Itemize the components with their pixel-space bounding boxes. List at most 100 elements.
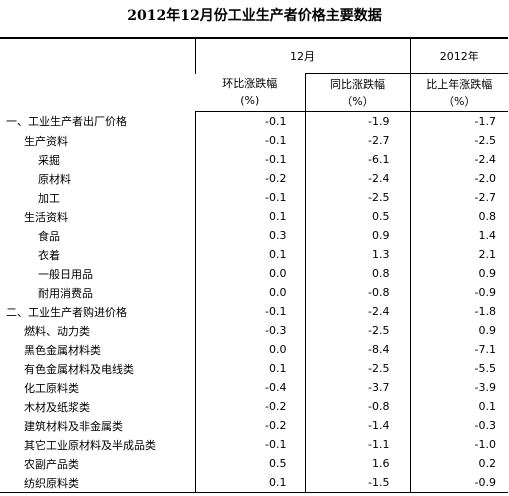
table-row: 原材料 -0.2 -2.4 -2.0 bbox=[0, 169, 508, 188]
group-header: 12月 bbox=[194, 37, 410, 74]
cell-value: -0.1 bbox=[194, 188, 305, 207]
cell-value: 0.2 bbox=[409, 454, 508, 473]
cell-value: -0.9 bbox=[409, 473, 508, 493]
table-row: 建筑材料及非金属类 -0.2 -1.4 -0.3 bbox=[0, 416, 508, 435]
cell-value: -2.5 bbox=[409, 131, 508, 150]
cell-value: 0.0 bbox=[194, 283, 305, 302]
column-unit: （%） bbox=[341, 94, 374, 108]
row-label: 采掘 bbox=[38, 153, 60, 167]
cell-value: -1.7 bbox=[409, 111, 508, 131]
row-label: 纺织原料类 bbox=[0, 473, 195, 493]
column-name: 环比涨跌幅 bbox=[222, 77, 278, 91]
table-row: 纺织原料类 0.1 -1.5 -0.9 bbox=[0, 473, 508, 493]
cell-value: -2.5 bbox=[304, 188, 410, 207]
column-header: 环比涨跌幅 (%) bbox=[195, 73, 305, 112]
cell-value: -2.4 bbox=[304, 302, 410, 321]
row-label: 二、工业生产者购进价格 bbox=[6, 305, 127, 319]
corner bbox=[0, 37, 195, 112]
cell-value: -0.2 bbox=[194, 169, 305, 188]
cell-value: 0.1 bbox=[194, 359, 305, 378]
cell-value: -3.9 bbox=[409, 378, 508, 397]
cell-value: 1.3 bbox=[304, 245, 410, 264]
cell-value: -0.2 bbox=[194, 416, 305, 435]
cell-value: 0.8 bbox=[409, 207, 508, 226]
row-label: 生产资料 bbox=[24, 134, 68, 148]
column-unit: (%) bbox=[240, 94, 260, 108]
cell-value: -2.5 bbox=[304, 359, 410, 378]
cell-value: -2.0 bbox=[409, 169, 508, 188]
table-row: 二、工业生产者购进价格 -0.1 -2.4 -1.8 bbox=[0, 302, 508, 321]
table-body: 一、工业生产者出厂价格 -0.1 -1.9 -1.7 生产资料 -0.1 -2.7 -2.5 采… bbox=[0, 111, 508, 493]
cell-value: -1.4 bbox=[304, 416, 410, 435]
table-row: 采掘 -0.1 -6.1 -2.4 bbox=[0, 150, 508, 169]
table-row: 化工原料类 -0.4 -3.7 -3.9 bbox=[0, 378, 508, 397]
table-row: 木材及纸浆类 -0.2 -0.8 0.1 bbox=[0, 397, 508, 416]
row-label: 耐用消费品 bbox=[38, 286, 93, 300]
cell-value: -5.5 bbox=[409, 359, 508, 378]
column-header: 比上年涨跌幅 （%） bbox=[409, 73, 508, 112]
row-label: 黑色金属材料类 bbox=[24, 343, 101, 357]
cell-value: 0.1 bbox=[194, 207, 305, 226]
cell-value: -2.7 bbox=[304, 131, 410, 150]
row-label: 原材料 bbox=[38, 172, 71, 186]
cell-value: -0.3 bbox=[194, 321, 305, 340]
row-label: 一般日用品 bbox=[38, 267, 93, 281]
cell-value: 0.9 bbox=[304, 226, 410, 245]
row-label: 建筑材料及非金属类 bbox=[24, 419, 123, 433]
table-row: 衣着 0.1 1.3 2.1 bbox=[0, 245, 508, 264]
cell-value: 0.0 bbox=[194, 340, 305, 359]
row-label: 木材及纸浆类 bbox=[24, 400, 90, 414]
cell-value: -0.9 bbox=[409, 283, 508, 302]
cell-value: 0.1 bbox=[409, 397, 508, 416]
cell-value: 0.9 bbox=[409, 264, 508, 283]
cell-value: -0.8 bbox=[304, 283, 410, 302]
table-row: 一、工业生产者出厂价格 -0.1 -1.9 -1.7 bbox=[0, 111, 508, 131]
cell-value: -0.1 bbox=[194, 111, 305, 131]
cell-value: -2.4 bbox=[304, 169, 410, 188]
table-row: 耐用消费品 0.0 -0.8 -0.9 bbox=[0, 283, 508, 302]
row-label: 农副产品类 bbox=[24, 457, 79, 471]
row-label: 其它工业原材料及半成品类 bbox=[24, 438, 156, 452]
cell-value: 0.5 bbox=[304, 207, 410, 226]
table-row: 生活资料 0.1 0.5 0.8 bbox=[0, 207, 508, 226]
table-row: 加工 -0.1 -2.5 -2.7 bbox=[0, 188, 508, 207]
cell-value: 0.5 bbox=[194, 454, 305, 473]
table-row: 燃料、动力类 -0.3 -2.5 0.9 bbox=[0, 321, 508, 340]
table-row: 生产资料 -0.1 -2.7 -2.5 bbox=[0, 131, 508, 150]
cell-value: -0.1 bbox=[194, 150, 305, 169]
cell-value: -2.4 bbox=[409, 150, 508, 169]
header-row: 环比涨跌幅 (%) 同比涨跌幅 （%） 比上年涨跌幅 （%） bbox=[0, 73, 508, 112]
cell-value: -0.3 bbox=[409, 416, 508, 435]
column-name: 同比涨跌幅 bbox=[330, 77, 385, 91]
cell-value: -0.2 bbox=[194, 397, 305, 416]
cell-value: -1.1 bbox=[304, 435, 410, 454]
table: 12月 2012年 环比涨跌幅 (%) 同比涨跌幅 （%） 比上年涨跌幅 （%） 一、… bbox=[0, 37, 508, 493]
cell-value: -0.4 bbox=[194, 378, 305, 397]
cell-value: -6.1 bbox=[304, 150, 410, 169]
table-row: 食品 0.3 0.9 1.4 bbox=[0, 226, 508, 245]
table-row: 农副产品类 0.5 1.6 0.2 bbox=[0, 454, 508, 473]
cell-value: -3.7 bbox=[304, 378, 410, 397]
row-label: 燃料、动力类 bbox=[24, 324, 90, 338]
cell-value: -1.9 bbox=[304, 111, 410, 131]
cell-value: -0.1 bbox=[194, 131, 305, 150]
row-label: 一、工业生产者出厂价格 bbox=[6, 115, 127, 129]
row-label: 食品 bbox=[38, 229, 60, 243]
title: 2012年12月份工业生产者价格主要数据 bbox=[127, 8, 382, 24]
cell-value: 2.1 bbox=[409, 245, 508, 264]
cell-value: 1.4 bbox=[409, 226, 508, 245]
column-name: 比上年涨跌幅 bbox=[426, 77, 493, 91]
row-label: 生活资料 bbox=[24, 210, 68, 224]
header-row: 12月 2012年 bbox=[0, 37, 508, 112]
cell-value: 0.9 bbox=[409, 321, 508, 340]
cell-value: 0.8 bbox=[304, 264, 410, 283]
column-unit: （%） bbox=[443, 94, 476, 108]
cell-value: -0.8 bbox=[304, 397, 410, 416]
cell-value: -2.7 bbox=[409, 188, 508, 207]
cell-value: 0.0 bbox=[194, 264, 305, 283]
row-label: 衣着 bbox=[38, 248, 60, 262]
group-header: 2012年 bbox=[409, 37, 508, 74]
column-header: 同比涨跌幅 （%） bbox=[304, 73, 410, 112]
cell-value: 0.1 bbox=[194, 245, 305, 264]
